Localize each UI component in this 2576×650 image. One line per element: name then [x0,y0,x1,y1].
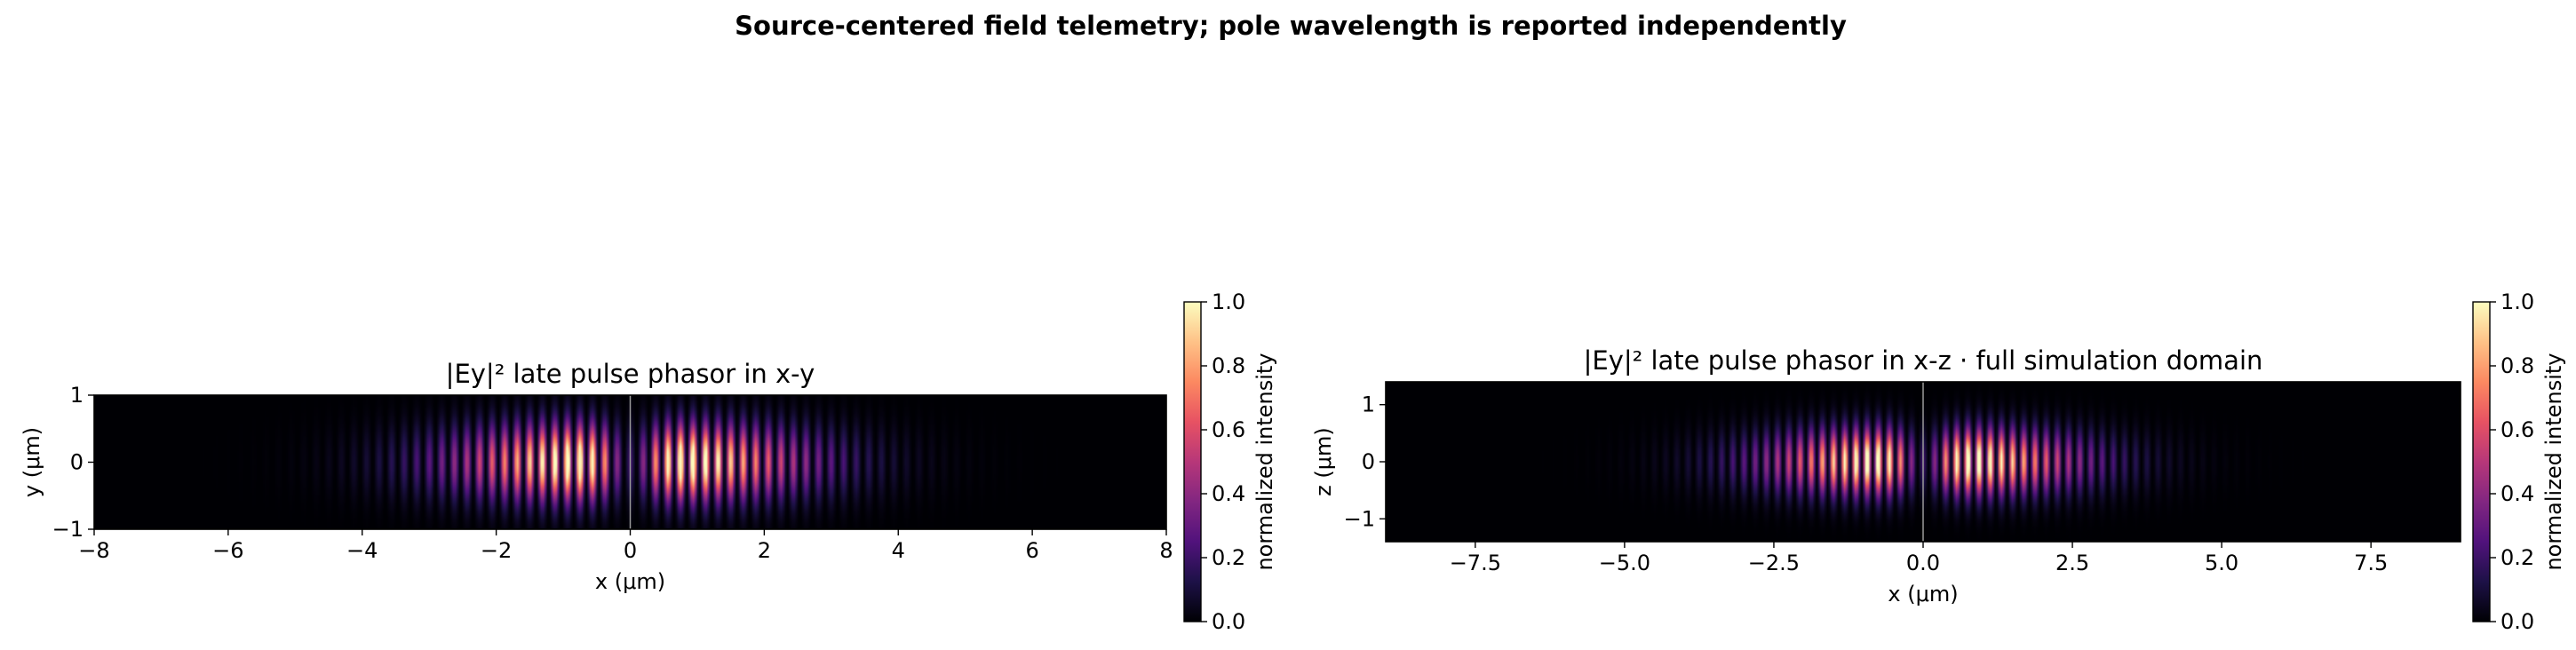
x-tick-label: −5.0 [1599,551,1650,575]
y-tick-label: −1 [52,517,83,542]
x-axis-label: x (μm) [1888,582,1958,606]
heatmap-panels: −8 −6 −4 −2 0 2 4 6 8 −1 0 1 |Ey|² late pulse phasor… [20,289,2566,634]
colorbar-bar [2472,301,2491,622]
colorbar: 0.0 0.2 0.4 0.6 0.8 1.0 normalized intensity [1183,289,1277,634]
x-tick-label: −2 [481,538,512,563]
colorbar-tick-label: 0.8 [1212,353,1245,378]
colorbar-label: normalized intensity [1252,353,1277,570]
x-tick-label: 2.5 [2055,551,2089,575]
x-tick-label: 8 [1159,538,1173,563]
x-tick-label: 6 [1025,538,1038,563]
colorbar-tick-label: 0.4 [2500,481,2534,506]
colorbar-tick-label: 1.0 [1212,289,1245,314]
x-tick-label: 0.0 [1906,551,1940,575]
x-axis-label: x (μm) [595,569,665,594]
colorbar-bar [1183,301,1202,622]
colorbar-tick-label: 0.2 [2500,545,2534,570]
colorbar-tick-label: 0.2 [1212,545,1245,570]
colorbar-tick-label: 0.0 [1212,609,1245,634]
x-tick-label: 0 [624,538,637,563]
panel-title: |Ey|² late pulse phasor in x-z · full si… [1584,345,2263,376]
x-tick-label: 5.0 [2205,551,2238,575]
panel-title: |Ey|² late pulse phasor in x-y [446,359,815,389]
x-tick-label: −7.5 [1450,551,1501,575]
y-tick-label: 1 [1362,392,1375,417]
y-axis-label: y (μm) [20,427,44,497]
x-tick-label: −6 [212,538,243,563]
colorbar-tick-label: 1.0 [2500,289,2534,314]
heatmap-panel-2: −7.5 −5.0 −2.5 0.0 2.5 5.0 7.5 −1 0 1 |Ey|² late p… [1311,289,2566,634]
y-tick-label: 0 [70,450,83,475]
colorbar-tick-label: 0.4 [1212,481,1245,506]
x-tick-label: 2 [758,538,771,563]
y-tick-label: −1 [1344,506,1375,531]
y-tick-label: 1 [70,383,83,408]
x-tick-label: −4 [346,538,378,563]
x-tick-label: −2.5 [1748,551,1800,575]
colorbar-tick-label: 0.6 [2500,417,2534,442]
colorbar-tick-label: 0.6 [1212,417,1245,442]
y-tick-label: 0 [1362,449,1375,474]
heatmap-panel-1: −8 −6 −4 −2 0 2 4 6 8 −1 0 1 |Ey|² late pulse phasor… [20,289,1277,634]
figure-title: Source-centered field telemetry; pole wa… [735,11,1847,41]
x-tick-label: 4 [892,538,905,563]
x-tick-label: −8 [78,538,109,563]
colorbar: 0.0 0.2 0.4 0.6 0.8 1.0 normalized intensity [2472,289,2566,634]
colorbar-tick-label: 0.0 [2500,609,2534,634]
colorbar-tick-label: 0.8 [2500,353,2534,378]
colorbar-label: normalized intensity [2541,353,2566,570]
y-axis-label: z (μm) [1311,427,1336,496]
x-tick-label: 7.5 [2354,551,2388,575]
